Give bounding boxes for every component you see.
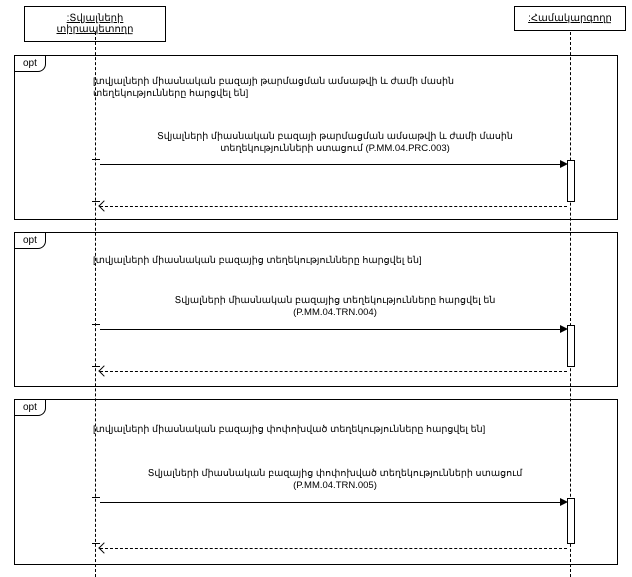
return-arrow-1	[100, 206, 567, 207]
return-arrow-head-2	[98, 365, 109, 376]
opt-label-1: opt	[15, 56, 46, 72]
guard-2: [տվյալների միասնական բազայից տեղեկությու…	[93, 255, 523, 267]
tick-left-3b	[92, 543, 100, 544]
msg-label-1-line1: Տվյալների միասնական բազայի թարմացման ամս…	[157, 131, 513, 142]
msg-label-2-line2: (P.MM.04.TRN.004)	[293, 307, 377, 318]
tick-left-1a	[92, 159, 100, 160]
call-arrow-3	[100, 502, 563, 503]
return-arrow-2	[100, 371, 567, 372]
participant-right-label: Համակարգողը	[531, 13, 612, 24]
msg-label-3-line1: Տվյալների միասնական բազայից փոփոխված տեղ…	[148, 468, 523, 479]
opt-frame-3: opt [տվյալների միասնական բազայից փոփոխվա…	[14, 399, 618, 565]
guard-3: [տվյալների միասնական բազայից փոփոխված տե…	[93, 424, 523, 436]
opt-label-2: opt	[15, 233, 46, 249]
msg-label-1: Տվյալների միասնական բազայի թարմացման ամս…	[125, 131, 545, 155]
activation-1	[567, 160, 575, 202]
return-arrow-3	[100, 548, 567, 549]
msg-label-2: Տվյալների միասնական բազայից տեղեկություն…	[125, 295, 545, 319]
msg-label-2-line1: Տվյալների միասնական բազայից տեղեկություն…	[175, 295, 496, 306]
activation-3	[567, 498, 575, 544]
tick-left-3a	[92, 497, 100, 498]
tick-left-2a	[92, 324, 100, 325]
activation-2	[567, 325, 575, 367]
call-arrow-2	[100, 329, 563, 330]
tick-left-2b	[92, 366, 100, 367]
return-arrow-head-1	[98, 200, 109, 211]
guard-1: [տվյալների միասնական բազայի թարմացման ամ…	[93, 76, 523, 100]
msg-label-3-line2: (P.MM.04.TRN.005)	[293, 480, 377, 491]
call-arrow-1	[100, 164, 563, 165]
opt-frame-2: opt [տվյալների միասնական բազայից տեղեկու…	[14, 232, 618, 387]
opt-label-3: opt	[15, 400, 46, 416]
participant-right: :Համակարգողը	[514, 6, 626, 31]
return-arrow-head-3	[98, 542, 109, 553]
tick-left-1b	[92, 201, 100, 202]
opt-frame-1: opt [տվյալների միասնական բազայի թարմացմա…	[14, 55, 618, 220]
msg-label-3: Տվյալների միասնական բազայից փոփոխված տեղ…	[115, 468, 555, 492]
msg-label-1-line2: տեղեկությունների ստացում (P.MM.04.PRC.00…	[220, 143, 450, 154]
